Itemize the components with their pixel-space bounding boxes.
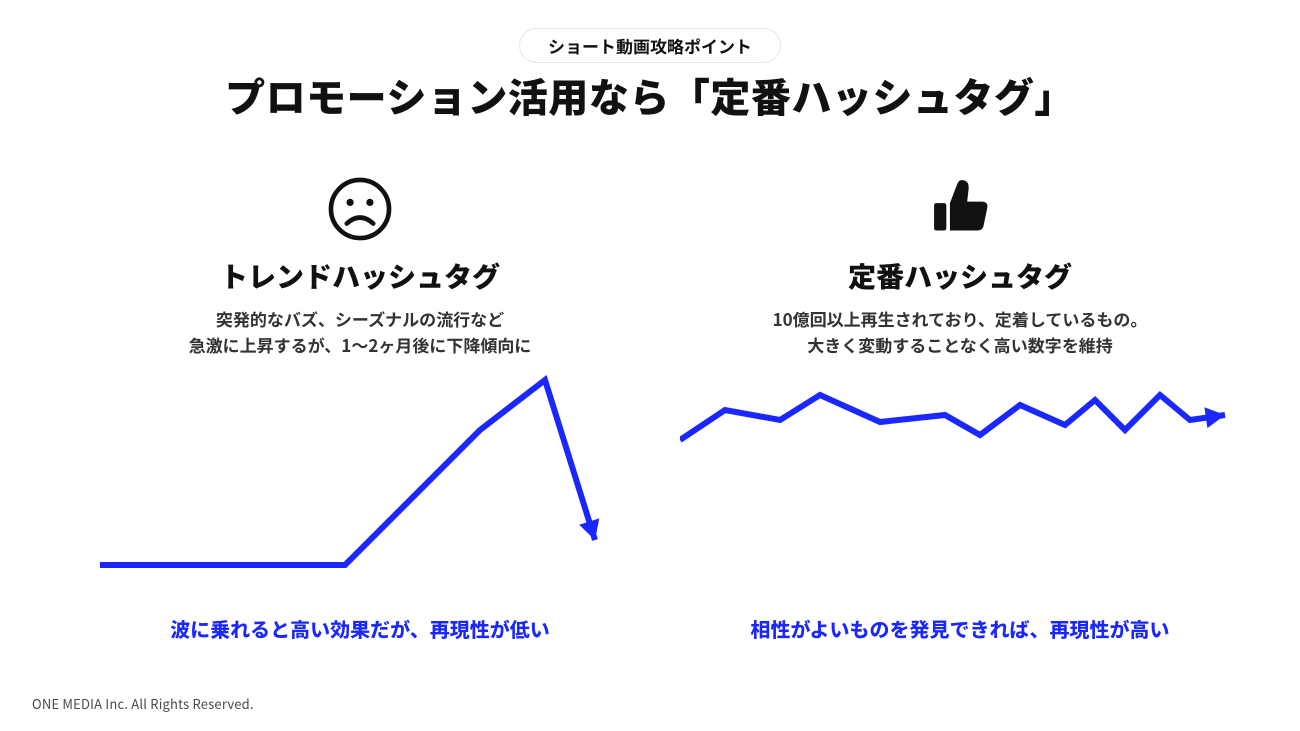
right-desc-line2: 大きく変動することなく高い数字を維持 [807,332,1113,357]
left-subtitle: トレンドハッシュタグ [80,256,640,296]
right-subtitle: 定番ハッシュタグ [680,256,1240,296]
thumbs-up-icon [680,166,1240,242]
left-desc-line1: 突発的なバズ、シーズナルの流行など [216,306,504,331]
left-desc-line2: 急激に上昇するが、1〜2ヶ月後に下降傾向に [189,332,532,357]
right-column: 定番ハッシュタグ 10億回以上再生されており、定着しているもの。 大きく変動する… [680,166,1240,359]
eyebrow-badge: ショート動画攻略ポイント [519,28,781,63]
left-column: トレンドハッシュタグ 突発的なバズ、シーズナルの流行など 急激に上昇するが、1〜… [80,166,640,359]
trend-line-chart [100,370,600,590]
right-desc-line1: 10億回以上再生されており、定着しているもの。 [773,306,1148,331]
right-caption: 相性がよいものを発見できれば、再現性が高い [680,614,1240,643]
stable-line-chart [680,380,1250,500]
slide-title: プロモーション活用なら「定番ハッシュタグ」 [225,66,1075,124]
left-description: 突発的なバズ、シーズナルの流行など 急激に上昇するが、1〜2ヶ月後に下降傾向に [80,306,640,359]
right-description: 10億回以上再生されており、定着しているもの。 大きく変動することなく高い数字を… [680,306,1240,359]
frown-icon [80,166,640,242]
left-caption: 波に乗れると高い効果だが、再現性が低い [80,614,640,643]
eyebrow-text: ショート動画攻略ポイント [548,33,752,58]
copyright-footer: ONE MEDIA Inc. All Rights Reserved. [32,694,254,713]
